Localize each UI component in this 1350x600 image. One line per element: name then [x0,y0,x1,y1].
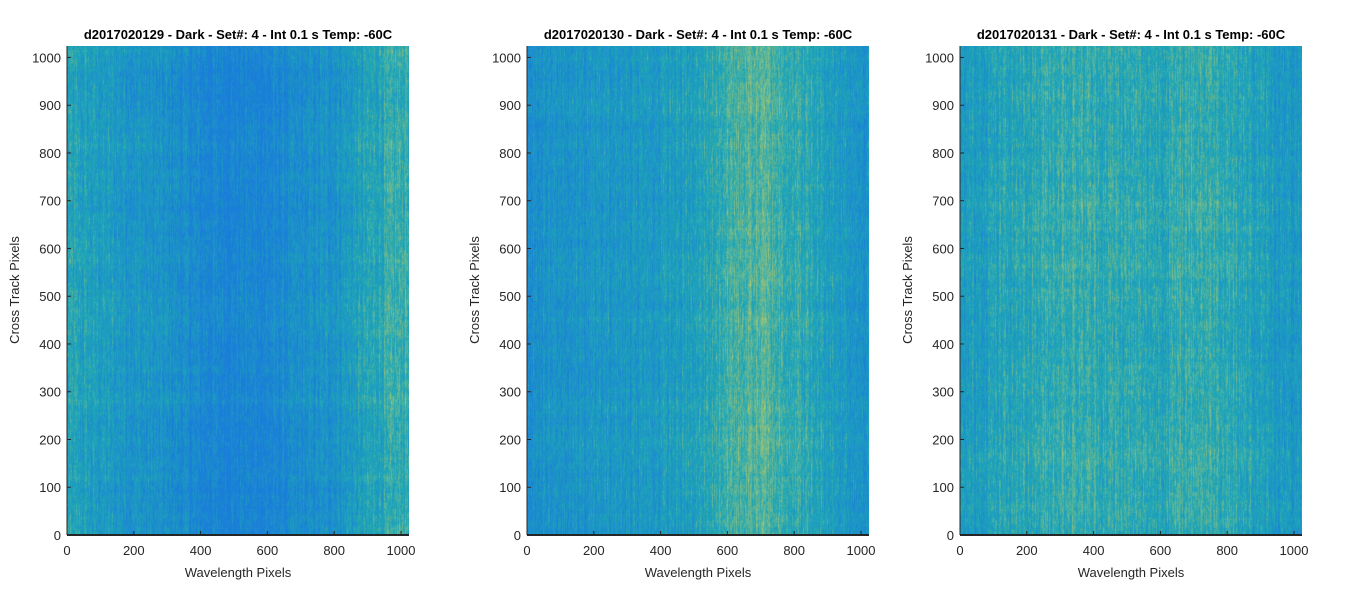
x-tick-label: 800 [323,543,345,558]
x-axis-label-1: Wavelength Pixels [185,565,292,580]
y-tick-label: 600 [499,241,521,256]
y-tick-label: 400 [39,337,61,352]
x-axis-label-3: Wavelength Pixels [1078,565,1185,580]
y-tick-label: 200 [499,432,521,447]
y-tick-label: 0 [514,528,521,543]
y-tick-label: 100 [932,480,954,495]
x-tick-label: 800 [783,543,805,558]
x-tick-label: 800 [1216,543,1238,558]
y-axis-label-3: Cross Track Pixels [900,236,915,344]
x-tick-label: 0 [956,543,963,558]
y-tick-label: 500 [499,289,521,304]
y-tick-label: 200 [932,432,954,447]
y-tick-label: 600 [39,241,61,256]
y-axis-label-2: Cross Track Pixels [467,236,482,344]
y-tick-label: 900 [499,98,521,113]
y-axis-3: 0 100 200 300 400 500 600 700 800 900 1000 [925,46,964,543]
chart-panel-3: d2017020131 - Dark - Set#: 4 - Int 0.1 s… [893,0,1333,600]
y-tick-label: 400 [932,337,954,352]
x-tick-label: 600 [257,543,279,558]
y-tick-label: 1000 [492,50,521,65]
x-tick-label: 0 [523,543,530,558]
y-tick-label: 100 [499,480,521,495]
x-tick-label: 0 [63,543,70,558]
y-tick-label: 800 [499,146,521,161]
x-tick-label: 1000 [387,543,416,558]
y-tick-label: 900 [932,98,954,113]
y-tick-label: 300 [499,385,521,400]
chart-panel-1: d2017020129 - Dark - Set#: 4 - Int 0.1 s… [0,0,440,600]
x-tick-label: 1000 [1280,543,1309,558]
chart-title-1: d2017020129 - Dark - Set#: 4 - Int 0.1 s… [84,27,393,42]
y-tick-label: 700 [39,194,61,209]
heatmap-raster-1 [67,46,409,535]
y-tick-label: 700 [499,194,521,209]
x-tick-label: 200 [1016,543,1038,558]
y-tick-label: 300 [39,385,61,400]
y-axis-1: 0 100 200 300 400 500 600 700 800 900 1000 [32,46,71,543]
heatmap-image-3 [960,46,1302,535]
y-tick-label: 200 [39,432,61,447]
y-axis-2: 0 100 200 300 400 500 600 700 800 900 1000 [492,46,531,543]
x-axis-1: 0 200 400 600 800 1000 [63,531,415,558]
x-tick-label: 600 [1150,543,1172,558]
chart-title-2: d2017020130 - Dark - Set#: 4 - Int 0.1 s… [544,27,853,42]
x-tick-label: 1000 [847,543,876,558]
x-tick-label: 200 [583,543,605,558]
x-tick-label: 400 [1083,543,1105,558]
chart-title-3: d2017020131 - Dark - Set#: 4 - Int 0.1 s… [977,27,1286,42]
x-axis-2: 0 200 400 600 800 1000 [523,531,875,558]
x-tick-label: 600 [717,543,739,558]
y-tick-label: 400 [499,337,521,352]
y-tick-label: 0 [947,528,954,543]
y-tick-label: 600 [932,241,954,256]
heatmap-raster-3 [960,46,1302,535]
x-tick-label: 200 [123,543,145,558]
y-tick-label: 500 [39,289,61,304]
y-tick-label: 300 [932,385,954,400]
chart-svg-1: d2017020129 - Dark - Set#: 4 - Int 0.1 s… [7,27,415,580]
y-tick-label: 1000 [925,50,954,65]
x-axis-label-2: Wavelength Pixels [645,565,752,580]
y-tick-label: 700 [932,194,954,209]
y-tick-label: 1000 [32,50,61,65]
y-tick-label: 800 [932,146,954,161]
x-tick-label: 400 [650,543,672,558]
heatmap-image-1 [67,46,409,535]
chart-svg-3: d2017020131 - Dark - Set#: 4 - Int 0.1 s… [900,27,1308,580]
y-tick-label: 0 [54,528,61,543]
x-tick-label: 400 [190,543,212,558]
y-tick-label: 800 [39,146,61,161]
chart-panel-2: d2017020130 - Dark - Set#: 4 - Int 0.1 s… [460,0,900,600]
heatmap-raster-2 [527,46,869,535]
y-axis-label-1: Cross Track Pixels [7,236,22,344]
y-tick-label: 500 [932,289,954,304]
y-tick-label: 100 [39,480,61,495]
x-axis-3: 0 200 400 600 800 1000 [956,531,1308,558]
chart-svg-2: d2017020130 - Dark - Set#: 4 - Int 0.1 s… [467,27,875,580]
heatmap-image-2 [527,46,869,535]
y-tick-label: 900 [39,98,61,113]
